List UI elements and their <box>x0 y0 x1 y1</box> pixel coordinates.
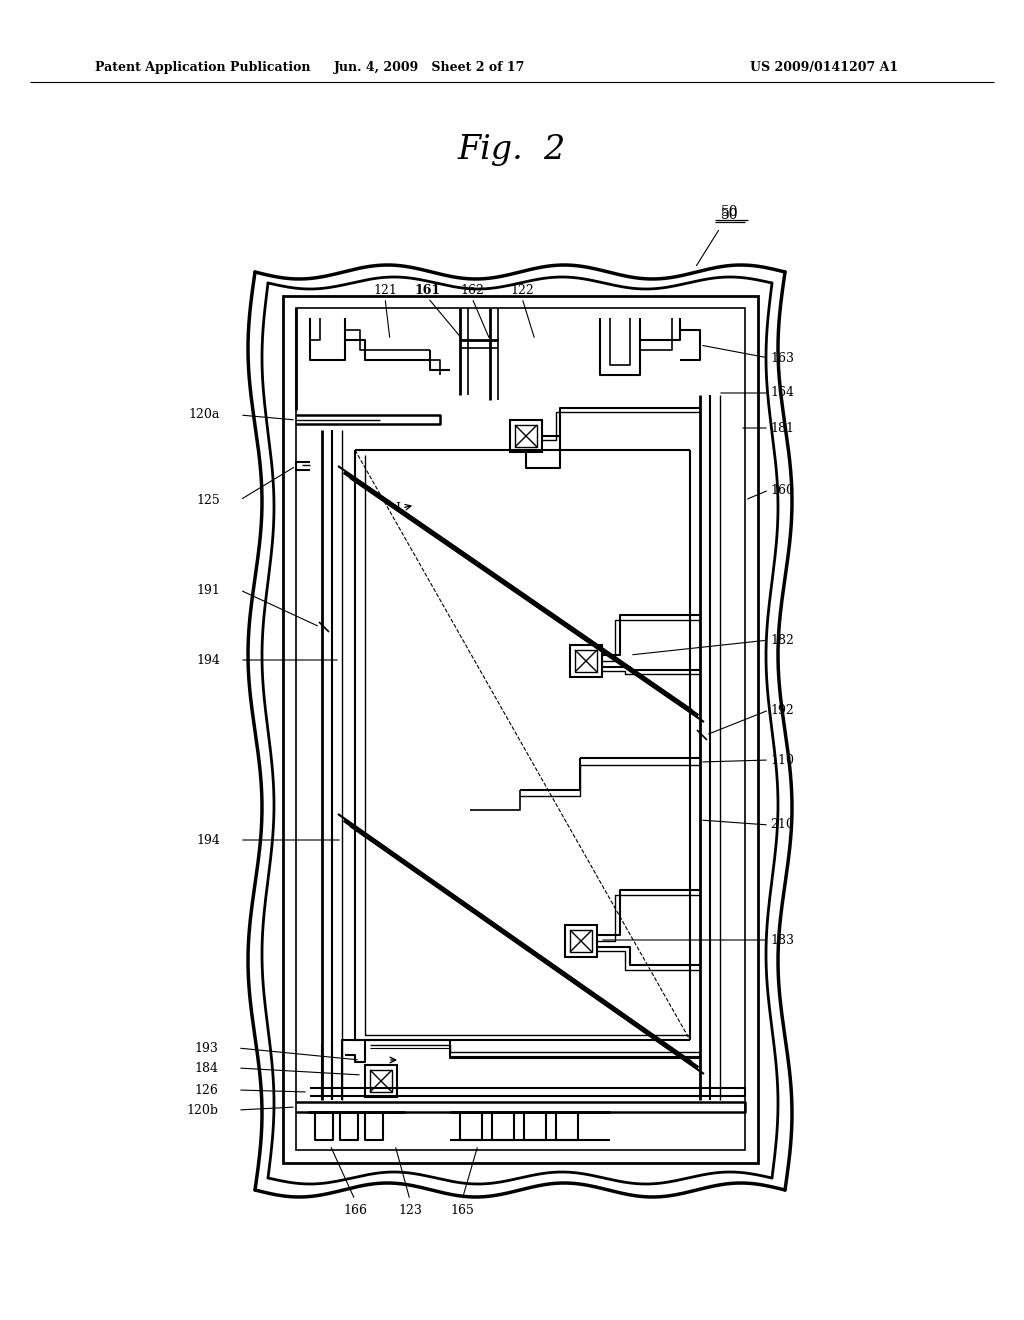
Text: 183: 183 <box>770 933 794 946</box>
Text: 162: 162 <box>460 284 484 297</box>
Text: 184: 184 <box>194 1061 218 1074</box>
Bar <box>575 649 597 672</box>
Text: US 2009/0141207 A1: US 2009/0141207 A1 <box>750 62 898 74</box>
Bar <box>570 931 592 952</box>
Text: 120b: 120b <box>186 1104 218 1117</box>
Text: 160: 160 <box>770 483 794 496</box>
Text: 191: 191 <box>197 583 220 597</box>
Text: 194: 194 <box>197 833 220 846</box>
Text: 123: 123 <box>398 1204 422 1217</box>
Text: 120a: 120a <box>188 408 220 421</box>
Text: 122: 122 <box>510 284 534 297</box>
Text: Fig.  2: Fig. 2 <box>458 135 566 166</box>
Text: 166: 166 <box>343 1204 367 1217</box>
Text: 181: 181 <box>770 421 794 434</box>
Text: 110: 110 <box>770 754 794 767</box>
Text: 161: 161 <box>415 284 441 297</box>
Text: 194: 194 <box>197 653 220 667</box>
Text: 163: 163 <box>770 351 794 364</box>
Text: 164: 164 <box>770 387 794 400</box>
Bar <box>510 420 542 451</box>
Bar <box>283 296 758 1163</box>
Bar <box>565 925 597 957</box>
Text: 121: 121 <box>373 284 397 297</box>
Bar <box>370 1071 392 1092</box>
Text: 165: 165 <box>451 1204 474 1217</box>
Text: 50: 50 <box>721 209 738 222</box>
Text: 126: 126 <box>195 1084 218 1097</box>
Text: Patent Application Publication: Patent Application Publication <box>95 62 310 74</box>
Text: 125: 125 <box>197 494 220 507</box>
Text: 192: 192 <box>770 704 794 717</box>
Text: 182: 182 <box>770 634 794 647</box>
Bar <box>515 425 537 447</box>
Bar <box>365 1065 397 1097</box>
Text: Jun. 4, 2009   Sheet 2 of 17: Jun. 4, 2009 Sheet 2 of 17 <box>334 62 525 74</box>
Text: I: I <box>395 502 400 515</box>
Text: 50: 50 <box>721 205 738 219</box>
Bar <box>296 308 745 1150</box>
Text: 210: 210 <box>770 818 794 832</box>
Text: 193: 193 <box>195 1041 218 1055</box>
Bar <box>570 645 602 677</box>
